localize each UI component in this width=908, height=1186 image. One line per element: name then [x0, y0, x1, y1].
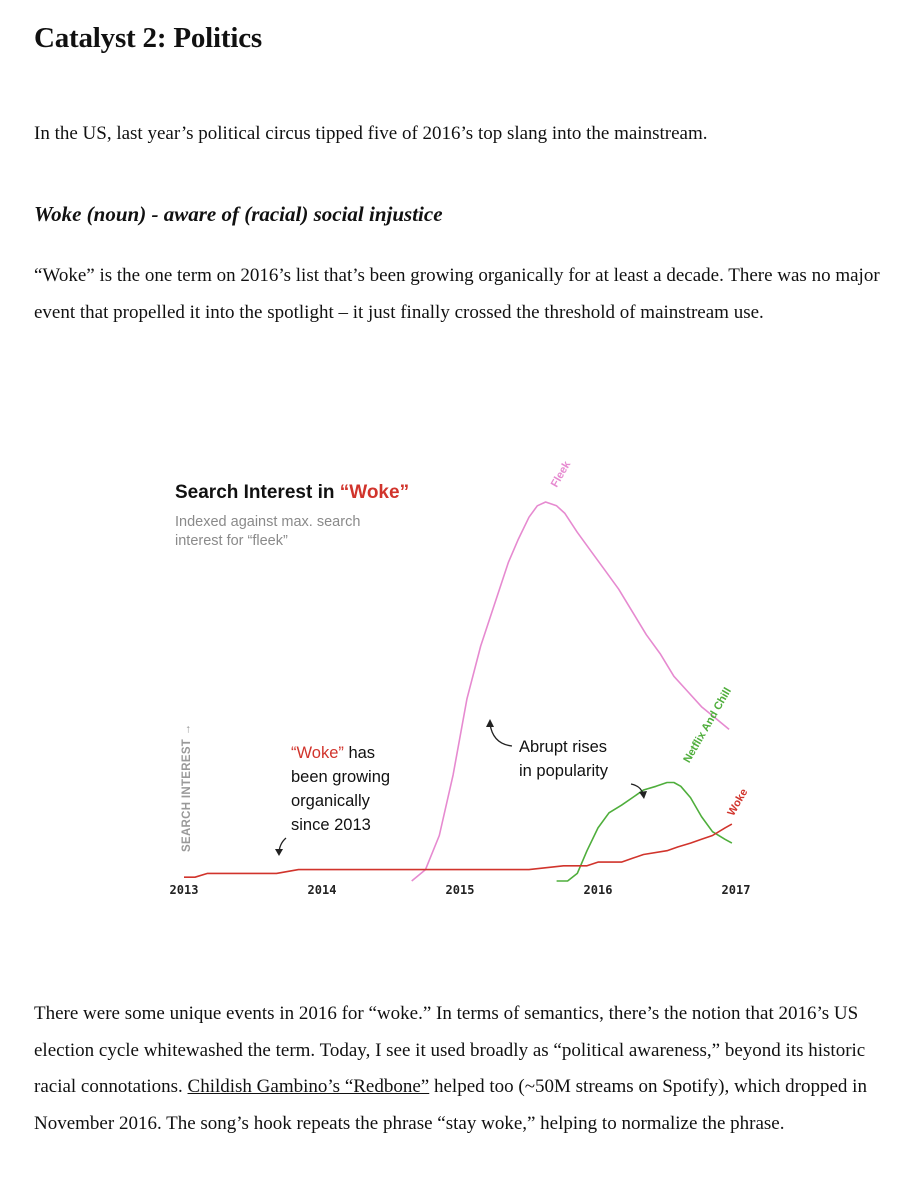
x-tick-label: 2013 [170, 883, 199, 897]
intro-paragraph: In the US, last year’s political circus … [34, 123, 708, 144]
chart-subtitle-line2: interest for “fleek” [175, 533, 288, 549]
series-label-netflix-and-chill: Netflix And Chill [681, 686, 734, 765]
chart-subtitle-line1: Indexed against max. search [175, 514, 360, 530]
redbone-paragraph-text1: There were some unique events in 2016 fo… [34, 1003, 866, 1097]
x-tick-label: 2016 [584, 883, 613, 897]
x-tick-label: 2017 [722, 883, 751, 897]
section-heading: Catalyst 2: Politics [34, 22, 262, 54]
x-tick-label: 2014 [308, 883, 337, 897]
rise-annotation-line1: Abrupt rises [519, 738, 607, 756]
rise-annotation: Abrupt rises in popularity [519, 738, 612, 780]
x-axis-ticks: 2013 2014 2015 2016 2017 [170, 883, 751, 897]
woke-annotation-line3: organically [291, 792, 371, 810]
term-subheading: Woke (noun) - aware of (racial) social i… [34, 202, 443, 226]
woke-annotation-arrow [275, 837, 287, 856]
search-interest-chart: Search Interest in “Woke” Indexed agains… [170, 458, 751, 897]
chart-title: Search Interest in “Woke” [175, 482, 409, 503]
x-tick-label: 2015 [446, 883, 475, 897]
woke-annotation-line1: “Woke” has [291, 744, 375, 762]
series-line-fleek [411, 501, 730, 882]
rise-annotation-line2: in popularity [519, 762, 609, 780]
woke-paragraph: “Woke” is the one term on 2016’s list th… [34, 265, 880, 323]
redbone-paragraph-text2: helped too (~50M streams on Spotify), wh… [34, 1076, 867, 1134]
woke-annotation-line4: since 2013 [291, 816, 371, 834]
series-label-fleek: Fleek [549, 458, 574, 489]
rise-annotation-arrow-right [630, 783, 647, 799]
redbone-link[interactable]: Childish Gambino’s “Redbone” [187, 1076, 430, 1097]
series-line-netflix-and-chill [556, 781, 733, 882]
chart-lines [184, 501, 733, 882]
y-axis-label: SEARCH INTEREST → [181, 724, 193, 852]
series-label-woke: Woke [725, 787, 750, 818]
woke-annotation: “Woke” has been growing organically sinc… [291, 744, 395, 834]
rise-annotation-arrow-left [486, 719, 513, 747]
redbone-paragraph: There were some unique events in 2016 fo… [34, 996, 884, 1142]
series-line-woke [184, 823, 733, 879]
woke-annotation-line2: been growing [291, 768, 390, 786]
